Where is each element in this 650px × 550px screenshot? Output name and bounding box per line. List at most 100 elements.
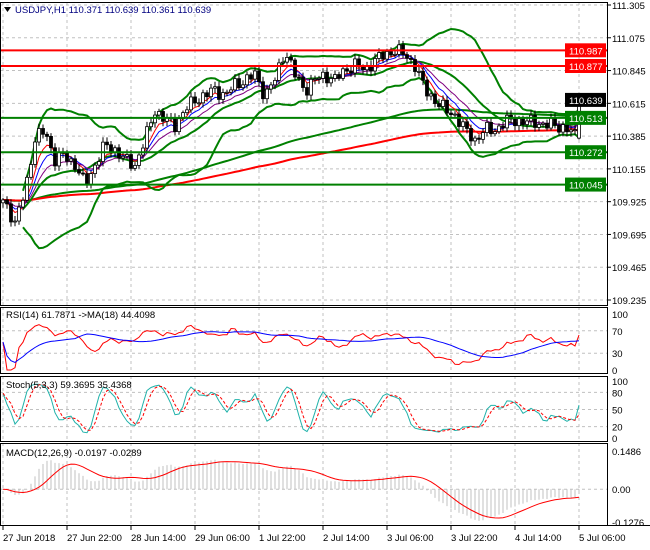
level-price-badge (565, 110, 606, 125)
candle-bear (9, 203, 13, 223)
candle-bull (377, 52, 381, 59)
candle-bull (373, 58, 377, 72)
candle-bear (469, 128, 473, 142)
candle-bear (465, 121, 469, 129)
candle-bull (225, 91, 229, 94)
candle-bull (265, 88, 269, 100)
candle-bear (297, 76, 301, 79)
stoch-axis-label: 80 (612, 388, 623, 399)
candle-bear (5, 199, 9, 205)
candle-bull (29, 164, 33, 178)
candle-bull (525, 120, 529, 125)
x-axis-label: 1 Jul 22:00 (259, 533, 305, 544)
candle-bull (157, 111, 161, 116)
candle-bull (453, 113, 457, 116)
candle-bear (489, 121, 493, 135)
candle-bear (129, 154, 133, 169)
candle-bull (473, 137, 477, 142)
candle-bull (285, 57, 289, 63)
candle-bull (461, 121, 465, 127)
candle-bull (485, 121, 489, 133)
x-axis-label: 4 Jul 14:00 (515, 533, 561, 544)
candle-bull (253, 70, 257, 80)
candle-bull (93, 164, 97, 175)
candle-bear (305, 87, 309, 96)
x-axis-label: 5 Jul 06:00 (579, 533, 625, 544)
x-axis-label: 3 Jul 22:00 (451, 533, 497, 544)
long-ma-green (3, 108, 580, 202)
macd-axis-label: -0.1276 (612, 518, 644, 529)
candle-bull (137, 154, 141, 166)
candle-bear (421, 71, 425, 81)
candle-bear (49, 136, 53, 149)
candle-bear (173, 117, 177, 133)
candle-bear (77, 169, 81, 174)
candle-bull (177, 118, 181, 133)
candle-bull (25, 176, 29, 201)
candle-bull (69, 158, 73, 162)
candle-bear (349, 70, 353, 74)
candle-bear (325, 71, 329, 84)
candle-bear (533, 114, 537, 128)
candle-bear (237, 78, 241, 89)
candle-bear (249, 74, 253, 80)
candle-bull (385, 51, 389, 60)
rsi-axis-label: 100 (612, 310, 628, 321)
candle-bull (277, 62, 281, 81)
rsi-ma-line (2, 331, 580, 363)
candle-bear (445, 99, 449, 114)
candle-bear (205, 92, 209, 98)
candle-bull (233, 78, 237, 91)
candle-bull (561, 124, 565, 133)
level-price-badge (565, 145, 606, 160)
panel-frame (0, 307, 608, 374)
candle-bull (541, 122, 545, 125)
candle-bull (17, 206, 21, 222)
candle-bear (565, 124, 569, 133)
price-axis-label: 109.695 (612, 230, 646, 241)
candle-bull (313, 78, 317, 81)
candle-bull (37, 128, 41, 143)
candle-bear (85, 173, 89, 186)
candle-bull (13, 220, 17, 223)
stoch-axis-label: 50 (612, 406, 623, 417)
stoch-d-line (2, 384, 580, 432)
candle-bull (321, 71, 325, 79)
candle-bull (505, 114, 509, 129)
candle-bear (521, 118, 525, 125)
candle-bull (125, 154, 129, 157)
candle-bull (573, 129, 577, 132)
candle-bear (293, 59, 297, 78)
panel-frame (0, 2, 608, 306)
x-axis-label: 27 Jun 22:00 (67, 533, 122, 544)
stoch-axis-label: 0 (612, 434, 617, 445)
macd-signal-line (2, 461, 580, 519)
rsi-axis-label: 70 (612, 327, 623, 338)
candle-bear (477, 137, 481, 140)
level-price-label: 110.045 (569, 181, 603, 192)
candle-bull (89, 173, 93, 186)
candle-bull (97, 161, 101, 166)
current-price-label: 110.639 (569, 96, 603, 107)
price-axis-label: 110.385 (612, 132, 646, 143)
candle-bull (429, 93, 433, 97)
candle-bear (337, 74, 341, 79)
candle-bull (229, 89, 233, 93)
candle-bear (425, 79, 429, 97)
candle-bear (449, 112, 453, 116)
price-axis-label: 110.615 (612, 99, 646, 110)
panel-frame (0, 376, 608, 442)
candle-bear (553, 117, 557, 126)
level-price-badge (565, 43, 606, 58)
level-price-badge (565, 177, 606, 192)
candle-bear (389, 51, 393, 56)
symbol-header: USDJPY,H1 110.371 110.639 110.361 110.63… (15, 5, 211, 16)
candle-bull (33, 141, 37, 165)
price-axis-label: 109.925 (612, 198, 646, 209)
candle-bull (333, 74, 337, 79)
candle-bear (437, 103, 441, 107)
candle-bull (189, 96, 193, 111)
price-axis-label: 109.465 (612, 263, 646, 274)
